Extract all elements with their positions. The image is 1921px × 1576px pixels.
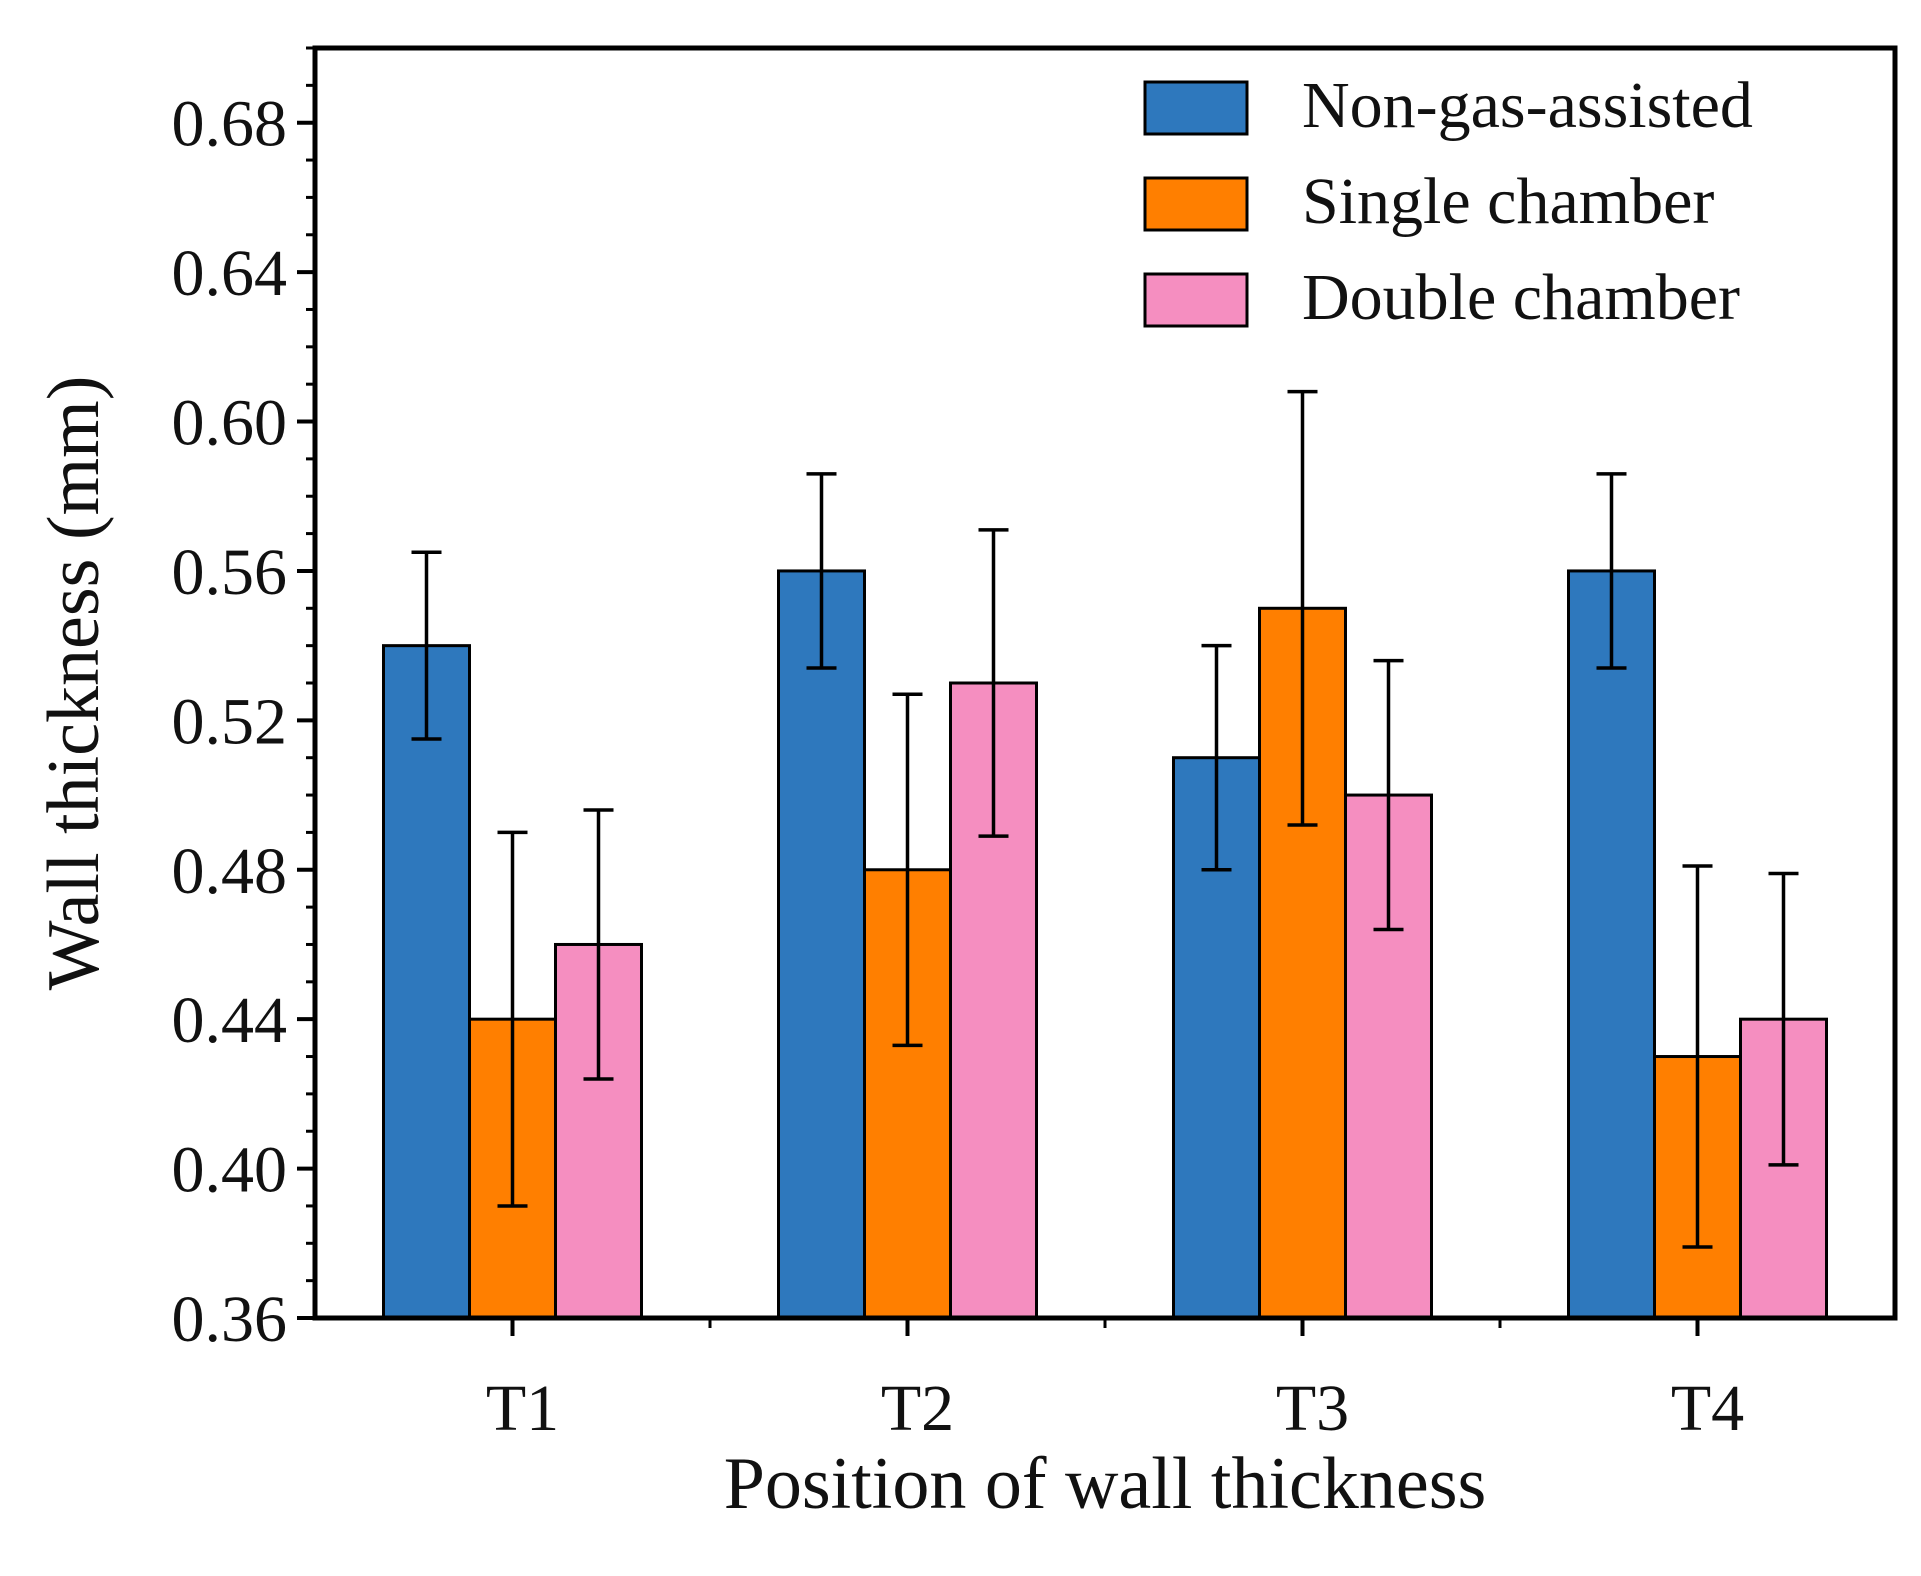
y-tick-label: 0.64	[172, 237, 288, 310]
y-tick-labels: 0.36 0.40 0.44 0.48 0.52 0.56 0.60 0.64 0.68	[172, 88, 288, 1356]
x-tick-label: T4	[1671, 1372, 1744, 1445]
error-bar-t3-series-1	[1201, 643, 1232, 872]
x-axis-title: Position of wall thickness	[724, 1443, 1487, 1525]
x-tick-labels: T1 T2 T3 T4	[486, 1372, 1744, 1445]
axis-ticks	[297, 46, 1700, 1336]
x-tick-label: T3	[1276, 1372, 1349, 1445]
legend-item-3: Double chamber	[1143, 261, 1740, 334]
error-bars-layer	[411, 389, 1799, 1249]
y-tick-label: 0.56	[172, 536, 288, 609]
legend-label: Double chamber	[1302, 261, 1740, 334]
legend-swatch	[1143, 80, 1249, 136]
error-bar-t3-series-3	[1373, 658, 1404, 932]
y-tick-label: 0.36	[172, 1283, 288, 1356]
error-bar-t4-series-3	[1768, 871, 1799, 1167]
y-tick-label: 0.60	[172, 387, 288, 460]
bar-t4-series-1	[1567, 569, 1656, 1320]
y-tick-label: 0.68	[172, 88, 288, 161]
y-tick-label: 0.44	[172, 984, 288, 1057]
legend-item-1: Non-gas-assisted	[1143, 69, 1753, 142]
y-tick-label: 0.52	[172, 685, 288, 758]
error-bar-t4-series-2	[1682, 864, 1713, 1249]
legend-swatch	[1143, 272, 1249, 328]
x-tick-label: T1	[486, 1372, 559, 1445]
x-tick-label: T2	[881, 1372, 954, 1445]
error-bar-t2-series-3	[978, 528, 1009, 838]
error-bar-t1-series-1	[411, 550, 442, 741]
y-axis-title: Wall thickness (mm)	[33, 376, 115, 991]
legend-label: Single chamber	[1302, 165, 1714, 238]
error-bar-t4-series-1	[1596, 472, 1627, 670]
legend-label: Non-gas-assisted	[1302, 69, 1753, 142]
error-bar-t1-series-3	[583, 808, 614, 1081]
y-tick-label: 0.48	[172, 835, 288, 908]
error-bar-t3-series-2	[1287, 389, 1318, 827]
error-bar-t2-series-1	[806, 472, 837, 670]
error-bar-t2-series-2	[892, 692, 923, 1048]
legend: Non-gas-assisted Single chamber Double cha…	[1143, 69, 1753, 334]
bar-t1-series-1	[382, 644, 471, 1320]
legend-swatch	[1143, 176, 1249, 232]
bar-t2-series-1	[777, 569, 866, 1320]
legend-item-2: Single chamber	[1143, 165, 1714, 238]
y-tick-label: 0.40	[172, 1134, 288, 1207]
error-bar-t1-series-2	[497, 830, 528, 1208]
